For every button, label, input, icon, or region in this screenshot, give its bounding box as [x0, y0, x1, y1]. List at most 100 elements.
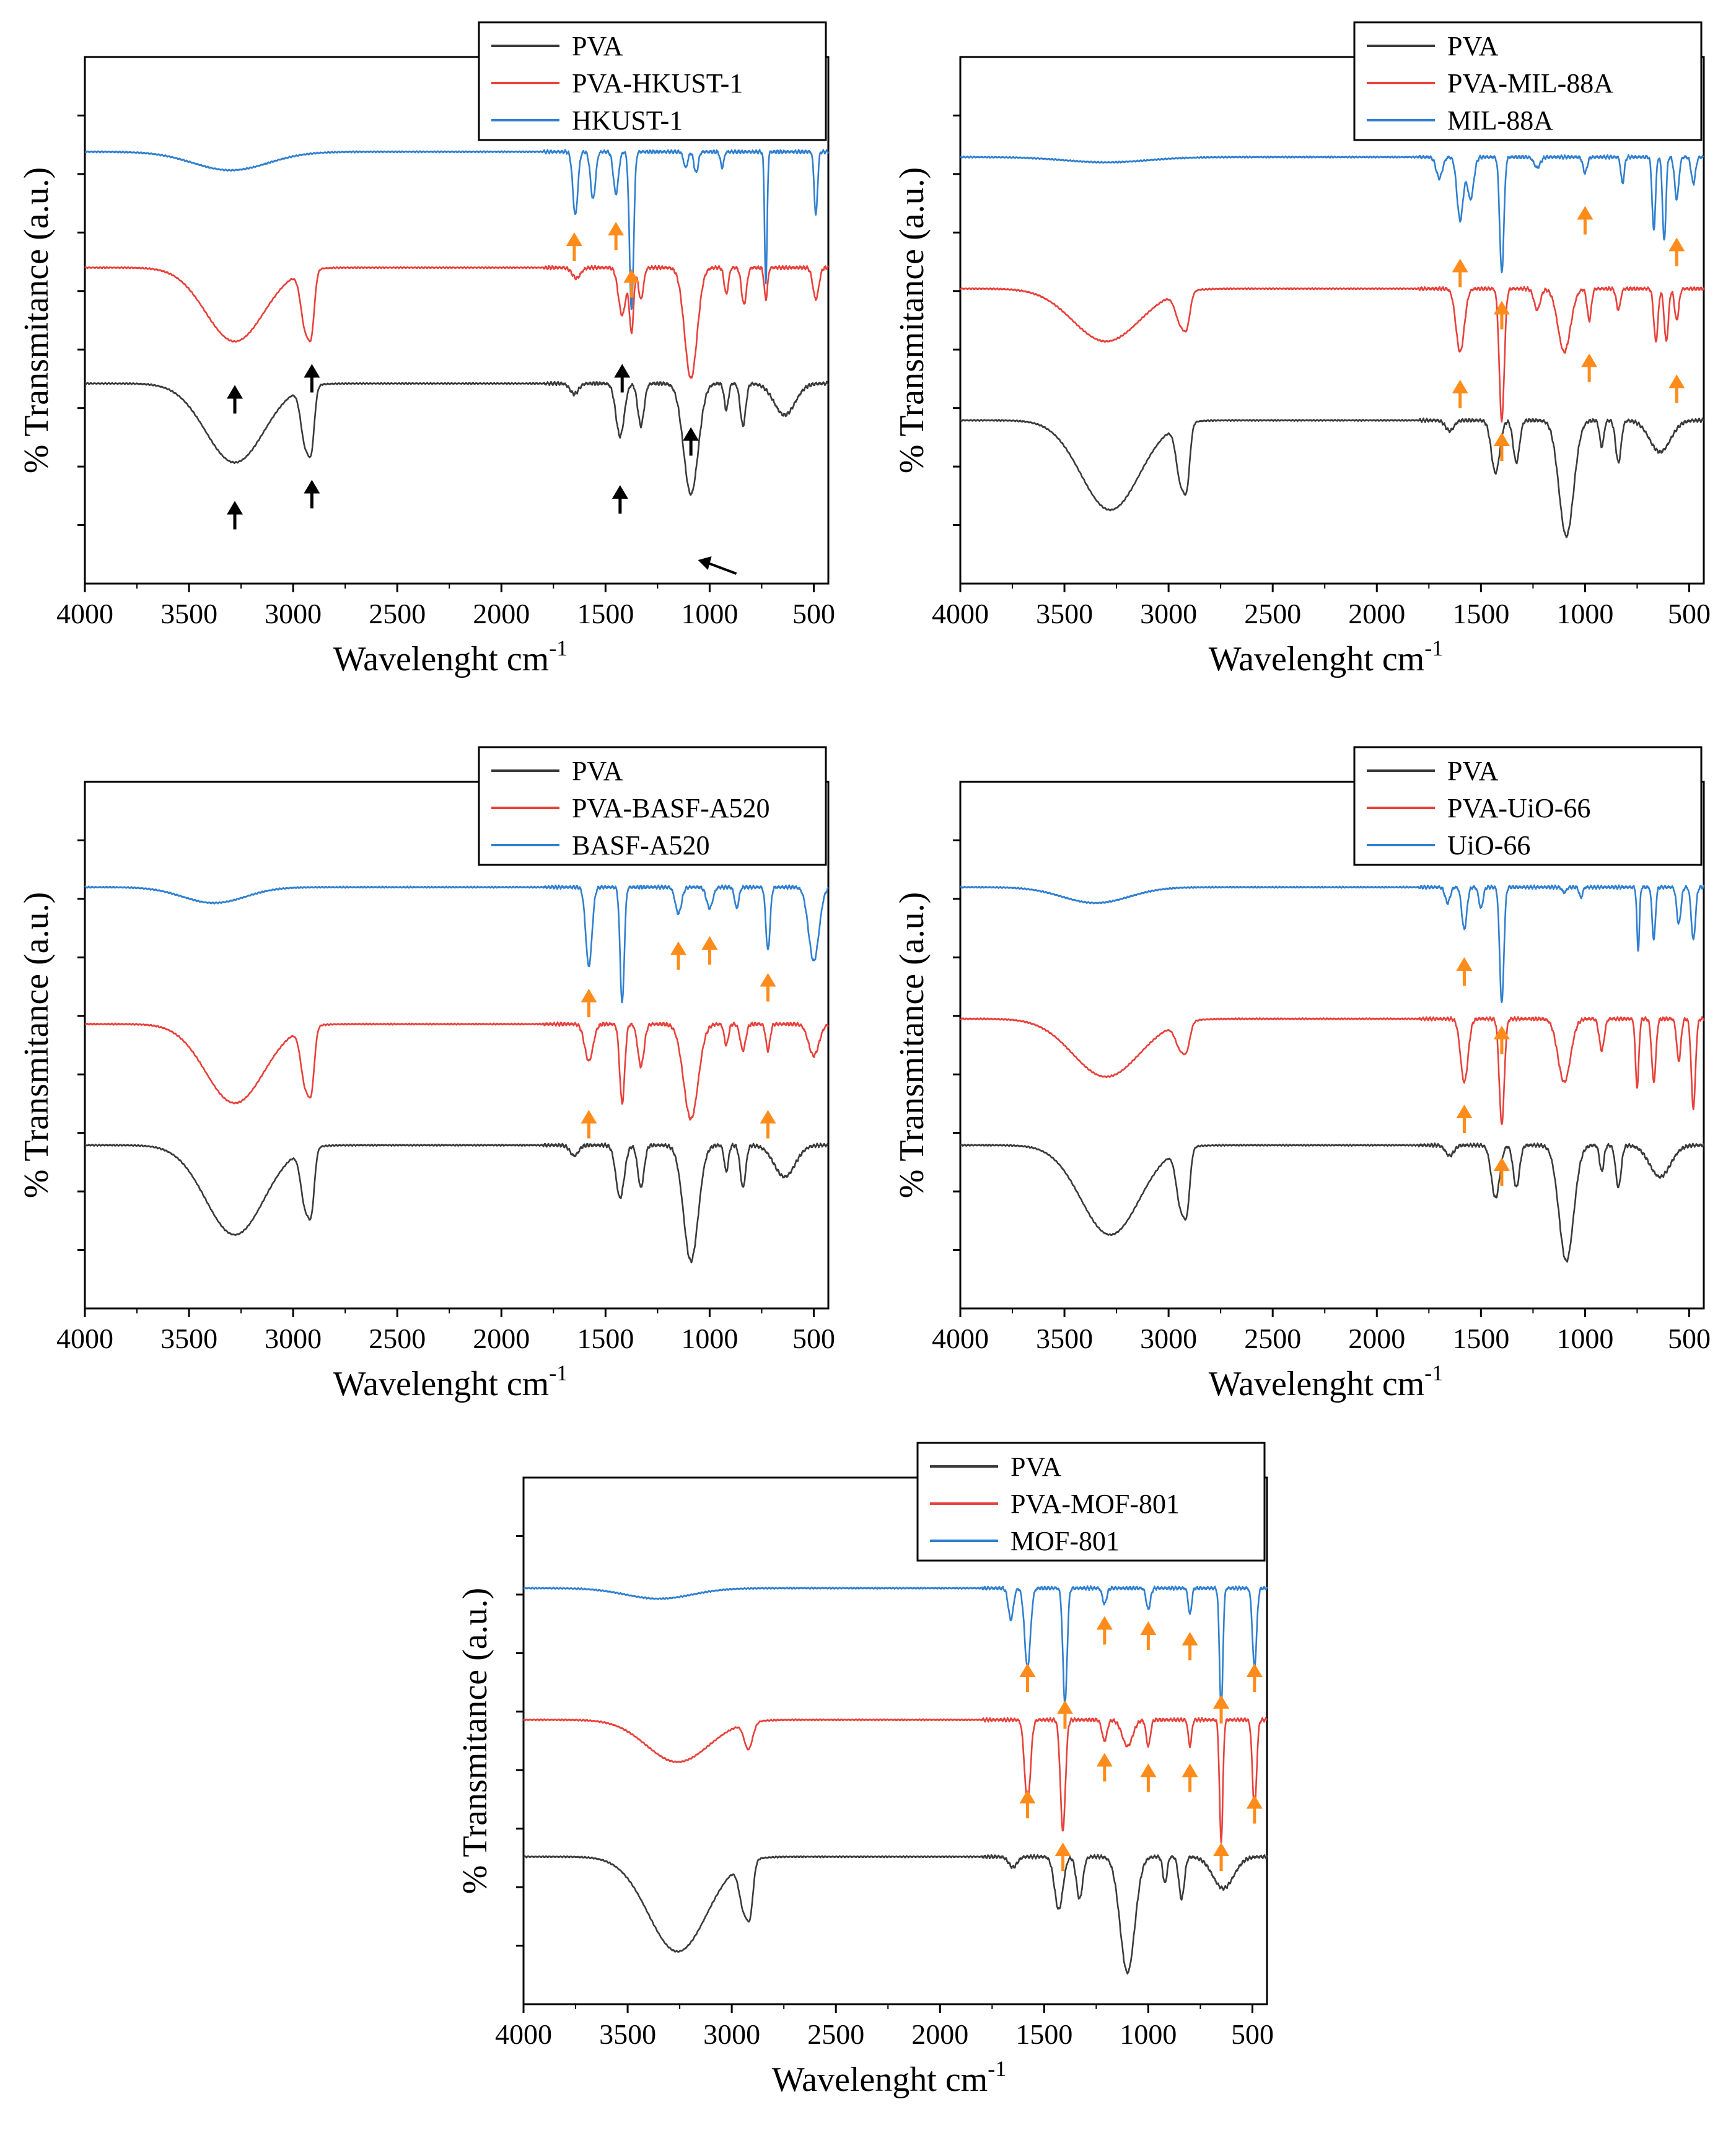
peak-arrow-icon	[227, 385, 243, 414]
legend: PVA PVA-HKUST-1 HKUST-1	[478, 21, 827, 141]
x-tick-label: 3000	[265, 598, 322, 629]
x-tick-label: 1500	[577, 1323, 634, 1354]
spectrum-uio-66	[960, 884, 1705, 1004]
peak-arrow-icon	[683, 427, 699, 456]
spectrum-pva	[84, 380, 830, 496]
peak-arrow-icon	[1213, 1842, 1230, 1871]
x-tick-label: 1000	[1120, 2018, 1177, 2050]
legend-entry: PVA	[1010, 1452, 1062, 1482]
legend-entry: PVA-MOF-801	[1010, 1489, 1180, 1519]
legend-entry: BASF-A520	[572, 830, 710, 861]
legend-entry: MOF-801	[1010, 1526, 1120, 1556]
x-tick-label: 500	[792, 598, 835, 629]
x-tick-label: 4000	[56, 598, 113, 629]
x-axis-title-superscript: -1	[988, 2056, 1006, 2081]
peak-arrow-icon	[1668, 237, 1685, 266]
peak-arrow-icon	[1493, 1157, 1510, 1186]
peak-arrow-icon	[1019, 1790, 1036, 1818]
x-tick-label: 1000	[1556, 1323, 1613, 1354]
legend-entry: UiO-66	[1447, 830, 1530, 861]
peak-arrow-icon	[701, 936, 718, 965]
y-axis-title: % Transmitance (a.u.)	[17, 892, 56, 1199]
x-axis-title: Wavelenght cm-1	[1209, 1360, 1443, 1403]
x-tick-label: 3500	[1036, 1323, 1093, 1354]
peak-arrow-icon	[670, 941, 686, 970]
peak-arrow-icon	[1456, 1105, 1473, 1133]
spectrum-hkust-1	[84, 149, 830, 310]
legend-entry: MIL-88A	[1447, 105, 1553, 136]
peak-arrow-icon	[1246, 1795, 1263, 1824]
peak-arrow-icon	[304, 364, 320, 393]
peak-arrow-icon	[581, 989, 597, 1017]
peak-arrow-icon	[1181, 1763, 1198, 1792]
x-tick-label: 1000	[1556, 598, 1613, 629]
chart-panel-e: 4000 3500 3000 2500 2000 1500 1000 500 Wavelengh…	[456, 1442, 1274, 2099]
peak-arrow-icon	[760, 1110, 776, 1139]
x-axis-title: Wavelenght cm-1	[333, 1360, 568, 1403]
x-tick-label: 2500	[369, 598, 426, 629]
legend-entry: PVA-BASF-A520	[572, 793, 770, 823]
peak-arrow-icon	[612, 485, 628, 514]
chart-panel-c: 4000 3500 3000 2500 2000 1500 1000 500 Wavelengh…	[17, 746, 835, 1403]
plot-frame	[522, 1476, 1268, 2005]
x-tick-label: 4000	[932, 1323, 989, 1354]
x-tick-label: 2500	[369, 1323, 426, 1354]
x-tick-label: 2000	[473, 598, 530, 629]
legend-entry: PVA-MIL-88A	[1447, 68, 1613, 99]
peak-arrow-icon	[1056, 1700, 1073, 1729]
legend: PVA PVA-MOF-801 MOF-801	[916, 1442, 1266, 1562]
plot-frame	[84, 56, 830, 585]
y-axis-title: % Transmitance (a.u.)	[456, 1588, 494, 1895]
x-tick-label: 500	[1231, 2018, 1274, 2050]
spectrum-pva	[960, 1142, 1705, 1263]
peak-arrow-icon	[566, 232, 582, 261]
x-tick-label: 2500	[1244, 1323, 1301, 1354]
x-tick-label: 2000	[473, 1323, 530, 1354]
peak-arrow-icon	[614, 364, 631, 393]
x-axis-title-superscript: -1	[549, 1360, 568, 1385]
spectrum-pva-uio-66	[960, 1016, 1705, 1125]
y-axis-title: % Transmitance (a.u.)	[893, 167, 931, 474]
x-tick-label: 1500	[1015, 2018, 1072, 2050]
legend-entry: PVA	[1447, 31, 1499, 61]
x-axis-title: Wavelenght cm-1	[772, 2056, 1006, 2099]
x-axis-title: Wavelenght cm-1	[1209, 636, 1443, 678]
x-tick-label: 4000	[932, 598, 989, 629]
spectrum-mil-88a	[960, 154, 1704, 274]
peak-arrow-icon	[760, 973, 776, 1002]
x-tick-label: 3500	[160, 1323, 217, 1354]
legend-entry: PVA	[572, 31, 623, 61]
x-axis-title-superscript: -1	[549, 636, 568, 660]
peak-arrow-icon	[1181, 1632, 1198, 1660]
x-tick-label: 1000	[681, 1323, 738, 1354]
chart-panel-d: 4000 3500 3000 2500 2000 1500 1000 500 Wavelengh…	[893, 746, 1711, 1403]
x-tick-label: 4000	[56, 1323, 113, 1354]
spectrum-pva	[84, 1142, 829, 1264]
peak-arrow-icon	[1452, 380, 1468, 408]
x-tick-label: 3000	[703, 2018, 760, 2050]
x-tick-label: 1500	[1452, 1323, 1509, 1354]
chart-panel-a: 4000 3500 3000 2500 2000 1500 1000 500 Wavelengh…	[17, 21, 835, 678]
x-tick-label: 4000	[495, 2018, 552, 2050]
peak-arrow-icon	[581, 1110, 597, 1139]
chart-panel-b: 4000 3500 3000 2500 2000 1500 1000 500 Wavelengh…	[893, 21, 1711, 678]
peak-arrow-icon	[1096, 1616, 1113, 1645]
legend: PVA PVA-UiO-66 UiO-66	[1353, 746, 1703, 866]
legend-entry: HKUST-1	[572, 105, 683, 136]
peak-arrow-icon	[1493, 1025, 1510, 1054]
x-tick-label: 3000	[265, 1323, 322, 1354]
spectrum-basf-a520	[84, 884, 830, 1004]
peak-arrow-icon	[1246, 1663, 1263, 1692]
spectrum-pva-mof-801	[522, 1717, 1268, 1844]
x-tick-label: 3500	[599, 2018, 656, 2050]
peak-arrow-icon	[1140, 1621, 1157, 1650]
legend-entry: PVA	[572, 756, 623, 786]
peak-arrow-icon	[304, 480, 320, 509]
peak-arrow-icon	[1668, 374, 1685, 403]
x-axis-title: Wavelenght cm-1	[333, 636, 568, 678]
y-axis-title: % Transmitance (a.u.)	[893, 892, 931, 1199]
legend-box	[478, 21, 827, 141]
x-tick-label: 3500	[1036, 598, 1093, 629]
peak-arrow-icon	[1456, 957, 1473, 986]
peak-arrow-icon	[1019, 1663, 1036, 1692]
